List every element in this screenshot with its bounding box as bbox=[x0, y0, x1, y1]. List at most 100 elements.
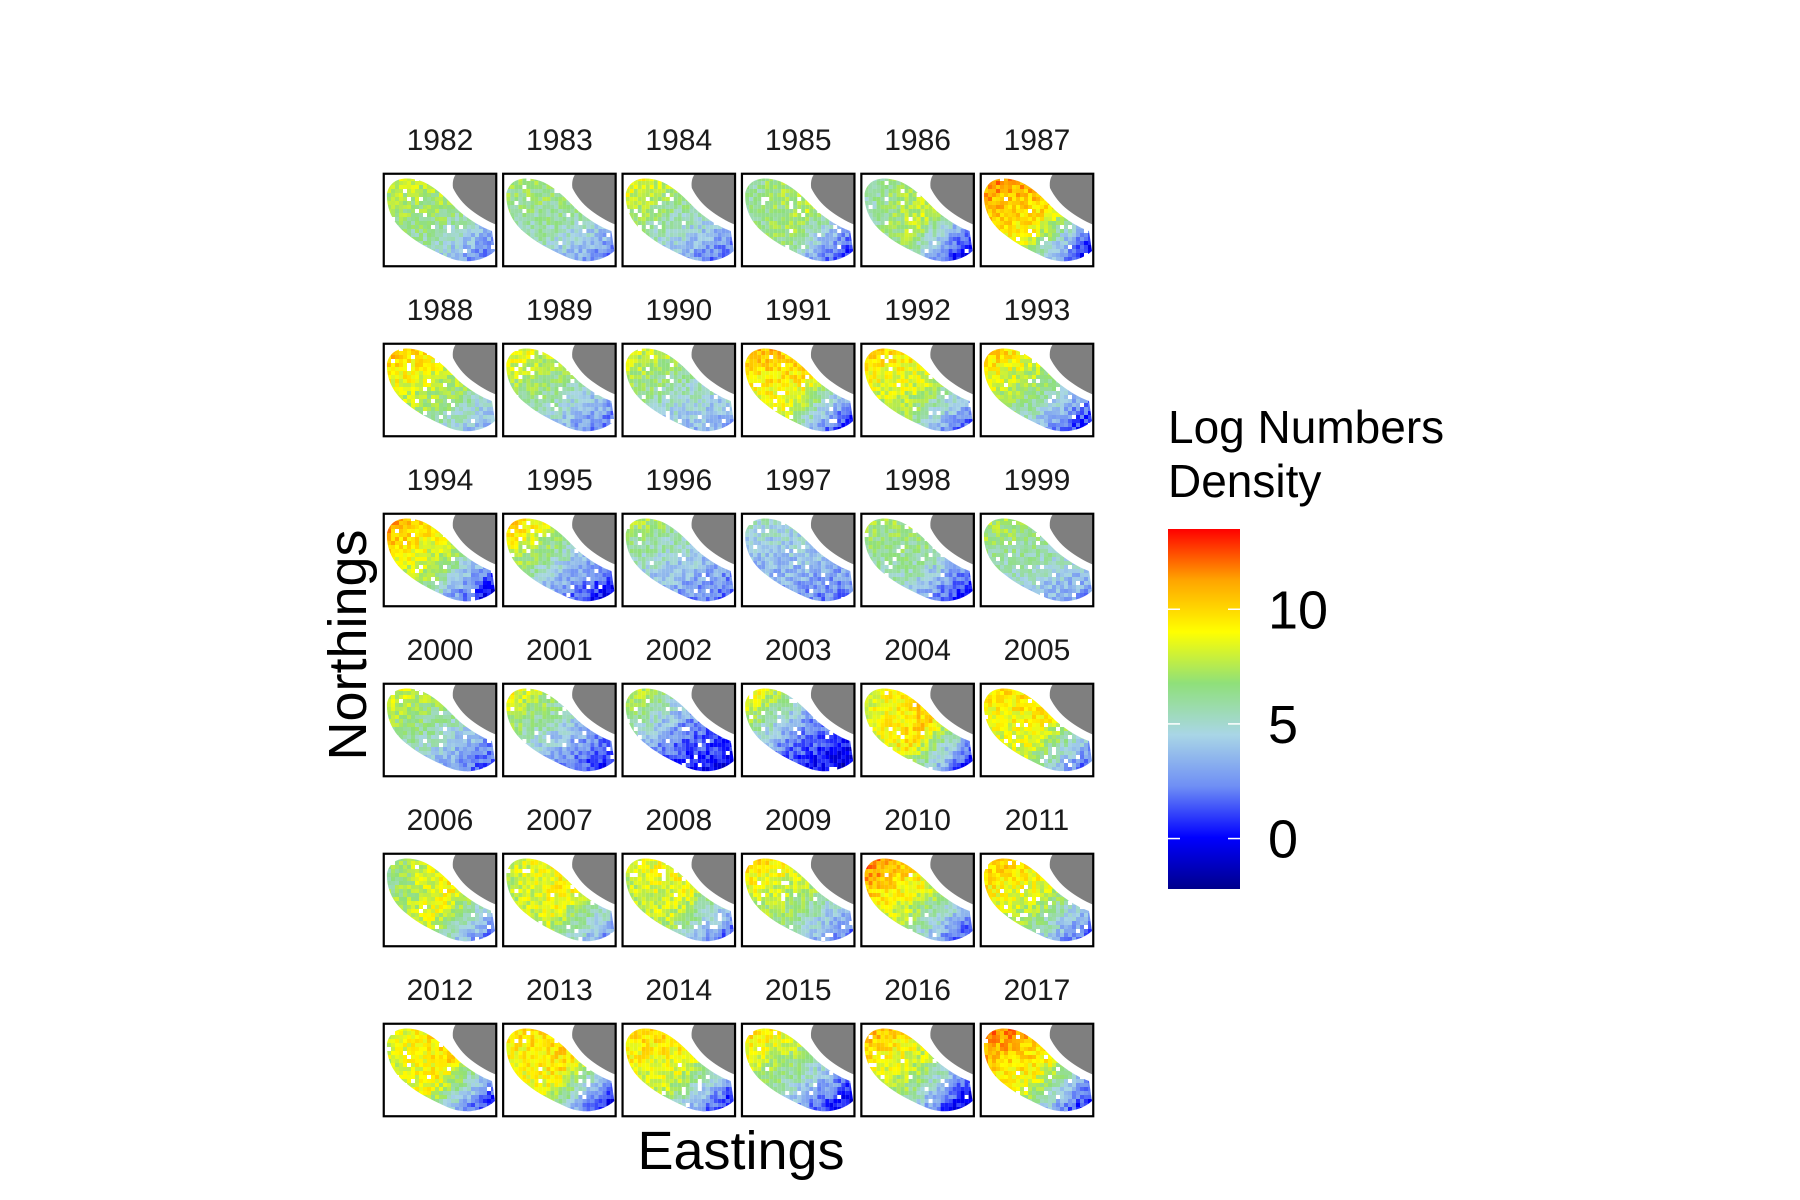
density-cell bbox=[761, 185, 766, 189]
density-cell bbox=[542, 233, 547, 237]
density-cell bbox=[745, 197, 750, 201]
density-cell bbox=[968, 249, 973, 253]
density-cell bbox=[837, 249, 842, 253]
density-cell bbox=[920, 217, 925, 221]
density-cell bbox=[697, 241, 702, 245]
density-cell bbox=[538, 209, 543, 213]
density-cell bbox=[391, 181, 395, 185]
density-cell bbox=[534, 351, 539, 355]
density-cell bbox=[411, 178, 415, 181]
density-cell bbox=[574, 225, 579, 229]
density-cell bbox=[546, 237, 551, 241]
density-cell bbox=[467, 399, 471, 403]
density-cell bbox=[805, 209, 810, 213]
density-cell bbox=[1072, 229, 1076, 233]
density-cell bbox=[657, 209, 662, 213]
density-cell bbox=[964, 241, 969, 245]
density-cell bbox=[821, 229, 826, 233]
density-cell bbox=[773, 181, 778, 185]
density-cell bbox=[677, 213, 682, 217]
density-cell bbox=[534, 185, 539, 189]
density-cell bbox=[785, 217, 790, 221]
density-cell bbox=[817, 249, 822, 253]
density-cell bbox=[908, 245, 913, 249]
density-cell bbox=[439, 367, 443, 371]
density-cell bbox=[900, 229, 905, 233]
density-cell bbox=[471, 395, 475, 399]
density-cell bbox=[1004, 221, 1008, 225]
density-cell bbox=[924, 217, 929, 221]
density-cell bbox=[693, 241, 698, 245]
density-cell bbox=[518, 348, 523, 351]
density-cell bbox=[888, 209, 893, 213]
density-cell bbox=[789, 237, 794, 241]
density-cell bbox=[625, 193, 630, 197]
density-cell bbox=[542, 229, 547, 233]
density-cell bbox=[451, 427, 455, 431]
density-cell bbox=[785, 221, 790, 225]
density-cell bbox=[586, 241, 591, 245]
density-cell bbox=[713, 257, 718, 261]
density-cell bbox=[602, 229, 607, 233]
density-cell bbox=[403, 229, 407, 233]
density-cell bbox=[518, 367, 523, 371]
density-cell bbox=[506, 197, 511, 201]
density-cell bbox=[705, 225, 710, 229]
panel-year-label: 1988 bbox=[407, 294, 474, 327]
density-cell bbox=[427, 395, 431, 399]
density-cell bbox=[805, 241, 810, 245]
density-cell bbox=[518, 205, 523, 209]
density-cell bbox=[777, 209, 782, 213]
density-cell bbox=[1016, 209, 1020, 213]
density-cell bbox=[936, 217, 941, 221]
density-cell bbox=[817, 229, 822, 233]
density-cell bbox=[451, 419, 455, 423]
density-cell bbox=[920, 249, 925, 253]
density-cell bbox=[868, 201, 873, 205]
density-cell bbox=[765, 178, 770, 181]
density-cell bbox=[514, 185, 519, 189]
density-cell bbox=[1036, 197, 1040, 201]
density-cell bbox=[467, 261, 471, 262]
density-cell bbox=[868, 193, 873, 197]
density-cell bbox=[996, 201, 1000, 205]
density-cell bbox=[538, 197, 543, 201]
density-cell bbox=[725, 229, 730, 233]
density-cell bbox=[1056, 217, 1060, 221]
density-cell bbox=[845, 241, 850, 245]
density-cell bbox=[916, 241, 921, 245]
density-cell bbox=[769, 193, 774, 197]
density-cell bbox=[415, 383, 419, 387]
density-cell bbox=[769, 189, 774, 193]
density-cell bbox=[1084, 237, 1088, 241]
density-cell bbox=[538, 371, 543, 375]
density-cell bbox=[992, 189, 996, 193]
density-cell bbox=[451, 205, 455, 209]
density-cell bbox=[884, 225, 889, 229]
density-cell bbox=[403, 355, 407, 359]
density-cell bbox=[653, 189, 658, 193]
density-cell bbox=[491, 411, 495, 415]
density-cell bbox=[777, 241, 782, 245]
density-cell bbox=[948, 253, 953, 257]
density-cell bbox=[673, 221, 678, 225]
density-cell bbox=[590, 245, 595, 249]
density-cell bbox=[1016, 225, 1020, 229]
density-cell bbox=[932, 249, 937, 253]
density-cell bbox=[892, 209, 897, 213]
density-cell bbox=[653, 201, 658, 205]
density-cell bbox=[1044, 217, 1048, 221]
density-cell bbox=[411, 185, 415, 189]
density-cell bbox=[467, 233, 471, 237]
density-cell bbox=[661, 213, 666, 217]
density-cell bbox=[773, 197, 778, 201]
density-cell bbox=[487, 415, 491, 419]
density-cell bbox=[562, 221, 567, 225]
density-cell bbox=[534, 181, 539, 185]
density-cell bbox=[578, 225, 583, 229]
density-cell bbox=[793, 225, 798, 229]
density-cell bbox=[988, 205, 992, 209]
panel-year-label: 1982 bbox=[407, 124, 474, 157]
density-cell bbox=[427, 221, 431, 225]
density-cell bbox=[797, 237, 802, 241]
